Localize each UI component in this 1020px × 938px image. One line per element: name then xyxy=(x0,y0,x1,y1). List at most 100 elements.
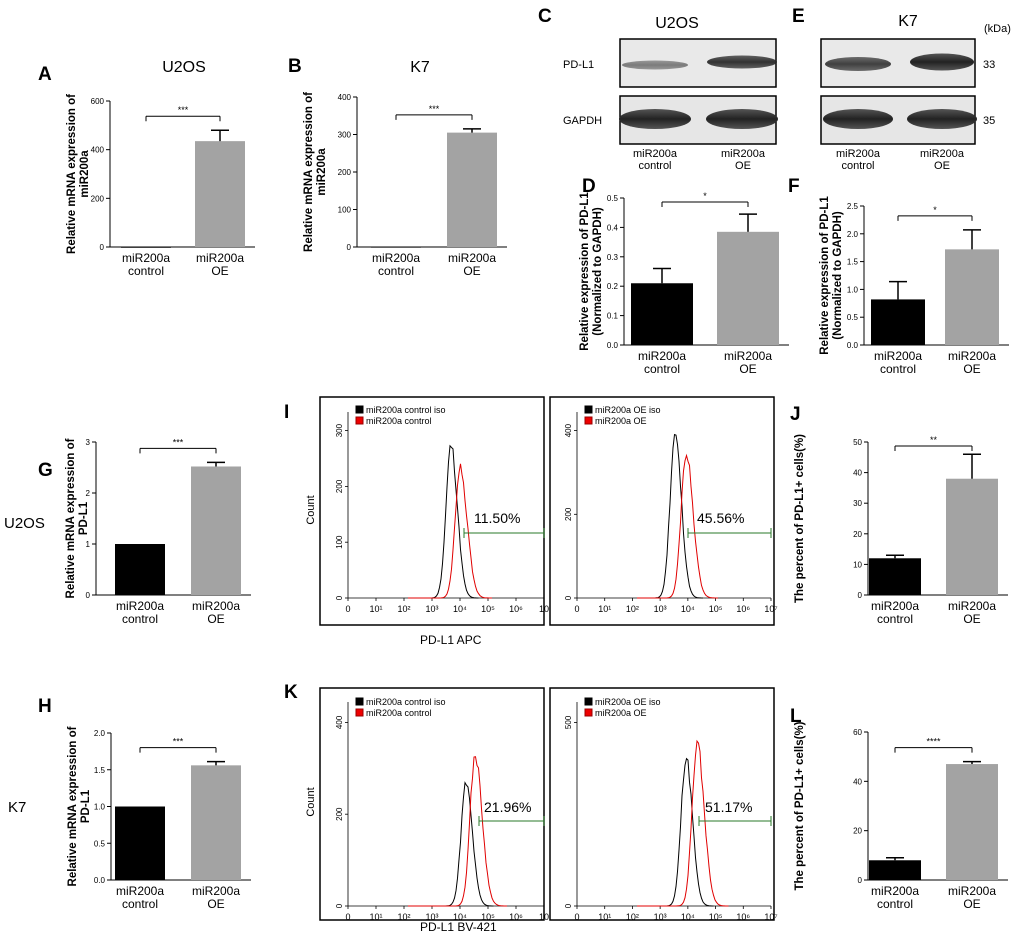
legend-label: miR200a OE iso xyxy=(595,697,661,707)
panel-letter: B xyxy=(288,56,302,77)
hist-y-tick-label: 300 xyxy=(335,423,344,437)
hist-x-tick-label: 10¹ xyxy=(598,604,611,614)
western-blot-e: E K7 (kDa) 33 35 miR200a control miR200a OE xyxy=(792,6,1011,172)
histogram-sample-curve xyxy=(637,453,718,599)
hist-x-tick-label: 0 xyxy=(345,604,350,614)
histogram-left: 0 200 400 0 10¹ 10² 10³ 10⁴ 10⁵ 10⁶ 10 miR200a cont… xyxy=(335,697,549,922)
flow-frame-left xyxy=(319,396,545,626)
category-label: miR200a control xyxy=(874,349,922,376)
blot-title: U2OS xyxy=(655,15,699,32)
y-tick-label: 200 xyxy=(91,194,105,203)
blot-row-label: GAPDH xyxy=(563,115,602,127)
hist-x-tick-label: 10⁵ xyxy=(709,912,723,922)
category-label: miR200a control xyxy=(638,349,686,376)
kda-value: 35 xyxy=(983,115,995,127)
hist-x-tick-label: 0 xyxy=(574,912,579,922)
chart-title: U2OS xyxy=(162,59,206,76)
gate-percentage: 51.17% xyxy=(705,799,752,815)
bar xyxy=(945,249,999,345)
hist-x-tick-label: 10² xyxy=(397,604,410,614)
hist-x-tick-label: 0 xyxy=(345,912,350,922)
legend-label: miR200a control iso xyxy=(366,697,446,707)
bar xyxy=(195,141,245,247)
bar xyxy=(191,466,241,595)
y-axis-label: Count xyxy=(305,495,317,524)
bar xyxy=(871,299,925,345)
bar xyxy=(717,231,779,345)
panel-letter: J xyxy=(790,404,801,425)
blot-band xyxy=(619,109,691,129)
histogram-isotype-curve xyxy=(408,444,479,599)
y-tick-label: 0 xyxy=(100,243,105,252)
legend-swatch-iso xyxy=(584,697,593,706)
hist-x-tick-label: 10¹ xyxy=(369,912,382,922)
legend-label: miR200a control iso xyxy=(366,405,446,415)
hist-x-tick-label: 10 xyxy=(539,912,549,922)
y-axis-label: Relative mRNA expression ofmiR200a xyxy=(303,92,328,252)
category-label: miR200a OE xyxy=(448,251,496,278)
y-tick-label: 0.2 xyxy=(607,282,619,291)
panel-letter: L xyxy=(790,706,802,727)
blot-title: K7 xyxy=(898,13,918,30)
y-tick-label: 20 xyxy=(853,827,862,836)
category-label: miR200a OE xyxy=(196,251,244,278)
y-tick-label: 0 xyxy=(347,243,352,252)
kda-value: 33 xyxy=(983,59,995,71)
hist-y-tick-label: 500 xyxy=(564,715,573,729)
panel-letter: H xyxy=(38,696,52,717)
histogram-sample-curve xyxy=(408,756,507,907)
significance-label: **** xyxy=(926,737,941,747)
hist-x-tick-label: 10⁶ xyxy=(736,604,750,614)
y-tick-label: 300 xyxy=(338,131,352,140)
y-tick-label: 2.5 xyxy=(847,202,859,211)
hist-x-tick-label: 10³ xyxy=(425,604,438,614)
blot-band xyxy=(825,57,891,71)
y-axis-label: The percent of PD-L1+ cells(%) xyxy=(794,434,806,603)
y-tick-label: 200 xyxy=(338,168,352,177)
y-tick-label: 100 xyxy=(338,206,352,215)
hist-x-tick-label: 10⁷ xyxy=(764,912,777,922)
gate-percentage: 11.50% xyxy=(474,510,520,526)
hist-x-tick-label: 10⁵ xyxy=(709,604,723,614)
category-label: miR200a control xyxy=(116,884,164,911)
y-tick-label: 50 xyxy=(853,438,862,447)
histogram-right: 0 200 400 0 10¹ 10² 10³ 10⁴ 10⁵ 10⁶ 10⁷ miR200a OE … xyxy=(564,405,778,614)
y-tick-label: 2 xyxy=(86,489,91,498)
y-tick-label: 2.0 xyxy=(94,729,106,738)
bar xyxy=(191,765,241,880)
hist-x-tick-label: 10⁴ xyxy=(453,912,467,922)
panel-letter: E xyxy=(792,6,805,27)
blot-row-label: PD-L1 xyxy=(563,59,594,71)
blot-band xyxy=(910,53,974,71)
bar xyxy=(946,478,998,595)
legend-swatch-iso xyxy=(584,405,593,414)
western-blot-c: C U2OS PD-L1 GAPDH miR200a control miR200a OE xyxy=(538,6,778,172)
x-axis-label: PD-L1 BV-421 xyxy=(420,920,497,934)
y-axis-label: Relative mRNA expression ofmiR200a xyxy=(66,94,91,254)
flow-frame-left xyxy=(319,687,545,921)
y-axis-label: Count xyxy=(305,787,317,816)
hist-x-tick-label: 10⁷ xyxy=(764,604,777,614)
y-tick-label: 3 xyxy=(86,438,91,447)
y-tick-label: 0.1 xyxy=(607,312,619,321)
bar xyxy=(371,246,421,248)
y-tick-label: 400 xyxy=(338,93,352,102)
hist-y-tick-label: 400 xyxy=(335,715,344,729)
hist-x-tick-label: 10¹ xyxy=(369,604,382,614)
hist-y-tick-label: 0 xyxy=(564,595,573,600)
y-axis-label: Relative mRNA expression ofPD-L1 xyxy=(67,726,92,886)
bar xyxy=(631,283,693,345)
legend-label: miR200a OE iso xyxy=(595,405,661,415)
y-tick-label: 60 xyxy=(853,728,862,737)
hist-x-tick-label: 10⁵ xyxy=(481,604,495,614)
y-tick-label: 0.0 xyxy=(94,876,106,885)
category-label: miR200a control xyxy=(122,251,170,278)
hist-x-tick-label: 10⁵ xyxy=(481,912,495,922)
legend-swatch-sample xyxy=(584,416,593,425)
hist-y-tick-label: 200 xyxy=(335,807,344,821)
blot-lane-label: miR200a OE xyxy=(721,148,766,172)
